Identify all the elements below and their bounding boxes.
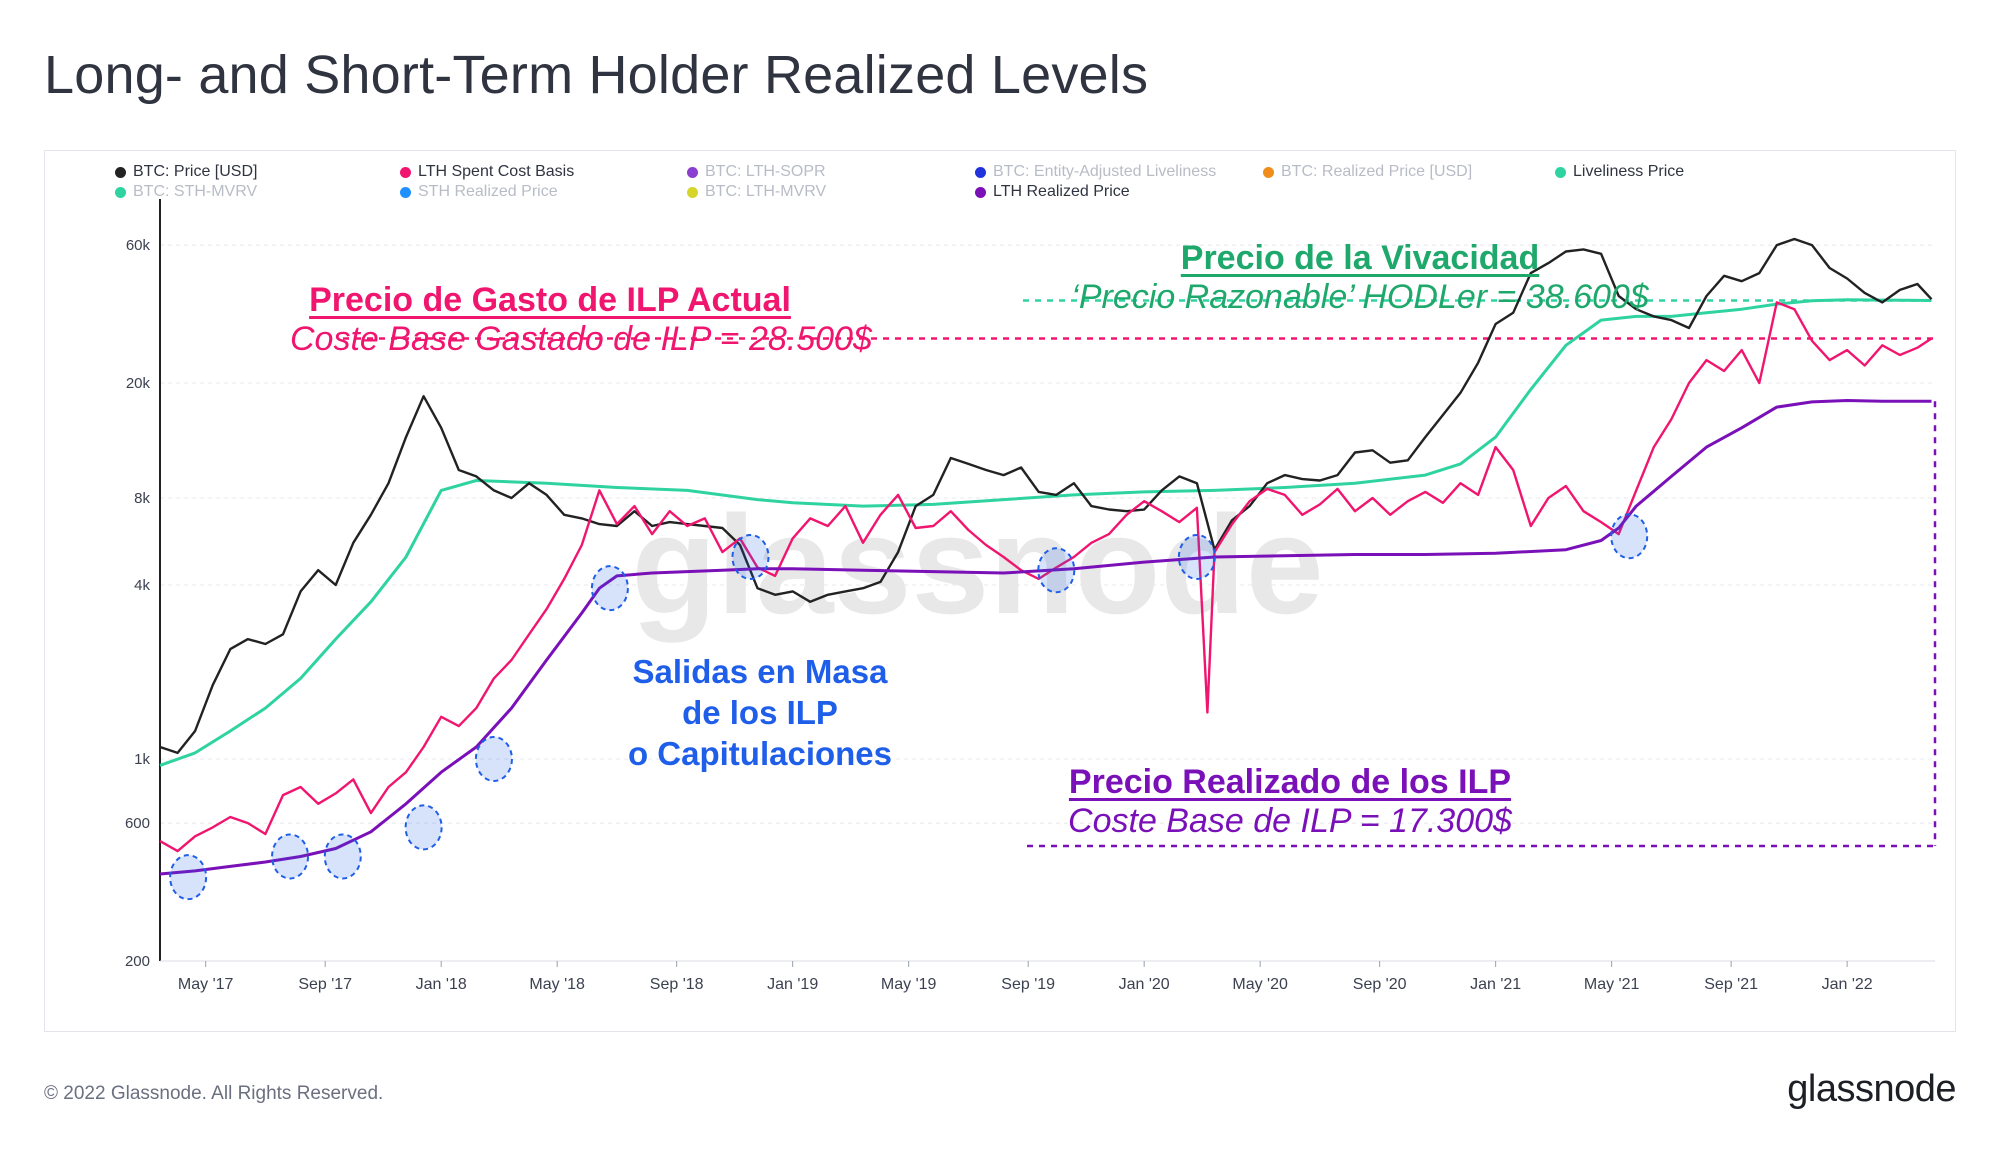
capitulation-marker	[1611, 514, 1647, 558]
liveliness-subtitle: ‘Precio Razonable’ HODLer = 38.600$	[1005, 278, 1715, 317]
capitulation-marker	[592, 566, 628, 610]
x-tick-label: Jan '18	[416, 976, 467, 993]
y-tick-label: 60k	[126, 237, 151, 254]
capitulation-marker	[1038, 548, 1074, 592]
x-tick-label: Sep '18	[650, 976, 704, 993]
copyright-footer: © 2022 Glassnode. All Rights Reserved.	[44, 1083, 383, 1105]
capitulation-marker	[272, 834, 308, 878]
chart-frame: BTC: Price [USD] LTH Spent Cost Basis BTC:…	[44, 150, 1956, 1032]
lth-realized-subtitle: Coste Base de ILP = 17.300$	[1000, 802, 1580, 841]
x-tick-label: May '21	[1584, 976, 1640, 993]
x-tick-label: Jan '19	[767, 976, 818, 993]
x-tick-label: Sep '21	[1704, 976, 1758, 993]
capitulation-marker	[170, 855, 206, 899]
y-tick-label: 200	[125, 953, 150, 970]
liveliness-annotation: Precio de la Vivacidad ‘Precio Razonable…	[1005, 239, 1715, 317]
x-tick-label: Sep '20	[1353, 976, 1407, 993]
capitulation-line-2: de los ILP	[590, 692, 930, 733]
x-tick-label: Jan '22	[1822, 976, 1873, 993]
liveliness-title: Precio de la Vivacidad	[1005, 239, 1715, 278]
capitulation-marker	[1179, 535, 1215, 579]
x-tick-label: Sep '19	[1001, 976, 1055, 993]
x-tick-label: May '17	[178, 976, 234, 993]
x-tick-label: May '19	[881, 976, 937, 993]
lth-spent-subtitle: Coste Base Gastado de ILP = 28.500$	[290, 320, 810, 359]
lth-realized-title: Precio Realizado de los ILP	[1000, 763, 1580, 802]
y-tick-label: 600	[125, 815, 150, 832]
capitulation-marker	[732, 535, 768, 579]
capitulation-marker	[406, 805, 442, 849]
x-tick-label: May '20	[1232, 976, 1288, 993]
capitulation-marker	[325, 834, 361, 878]
x-tick-label: May '18	[529, 976, 585, 993]
page-title: Long- and Short-Term Holder Realized Lev…	[44, 44, 1148, 106]
y-tick-label: 4k	[134, 577, 150, 594]
x-tick-label: Sep '17	[298, 976, 352, 993]
glassnode-logo: glassnode	[1787, 1068, 1956, 1111]
y-tick-label: 20k	[126, 375, 151, 392]
capitulation-marker	[476, 737, 512, 781]
lth-realized-annotation: Precio Realizado de los ILP Coste Base d…	[1000, 763, 1580, 841]
lth-spent-annotation: Precio de Gasto de ILP Actual Coste Base…	[290, 281, 810, 359]
x-tick-label: Jan '20	[1119, 976, 1170, 993]
y-tick-label: 8k	[134, 490, 150, 507]
capitulation-line-1: Salidas en Masa	[590, 651, 930, 692]
lth-spent-title: Precio de Gasto de ILP Actual	[290, 281, 810, 320]
capitulation-line-3: o Capitulaciones	[590, 733, 930, 774]
y-tick-label: 1k	[134, 751, 150, 768]
capitulation-annotation: Salidas en Masa de los ILP o Capitulacio…	[590, 651, 930, 774]
x-tick-label: Jan '21	[1470, 976, 1521, 993]
